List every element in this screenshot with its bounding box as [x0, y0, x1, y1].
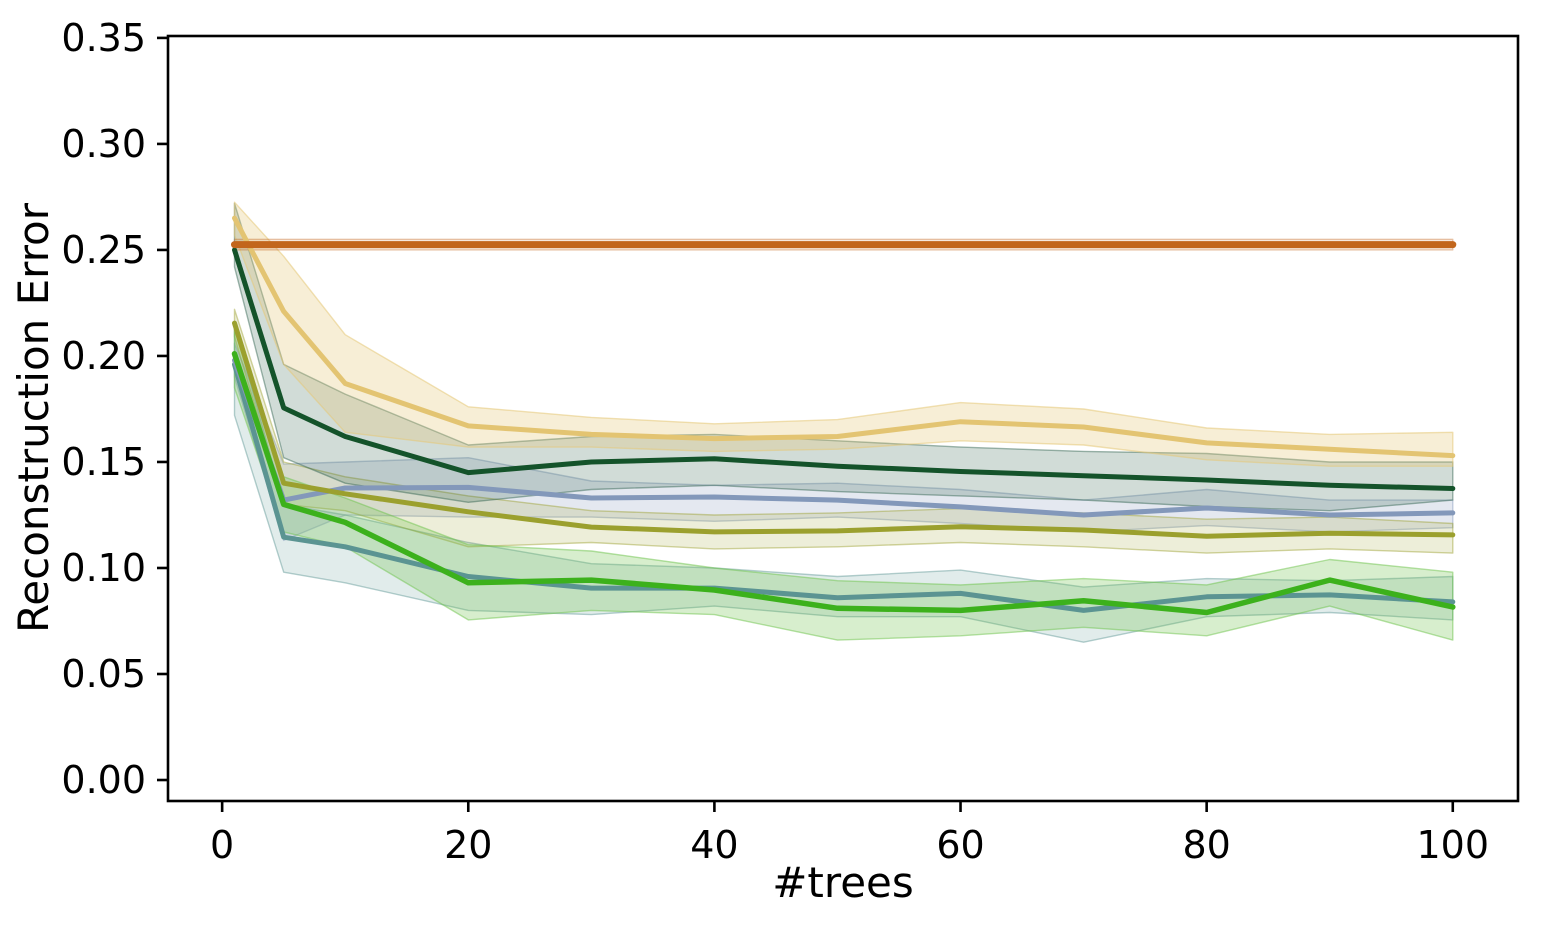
band-bright-green-curve	[233, 323, 1454, 641]
band-olive-curve	[233, 308, 1454, 554]
x-tick-label: 40	[690, 823, 738, 867]
y-tick-label: 0.25	[61, 228, 146, 272]
y-axis-title: Reconstruction Error	[9, 202, 58, 633]
y-tick-label: 0.30	[61, 122, 146, 166]
y-tick-label: 0.10	[61, 546, 146, 590]
line-dark-green-curve	[232, 247, 1456, 491]
line-teal-curve	[232, 361, 1456, 613]
y-tick-label: 0.20	[61, 334, 146, 378]
series-lines	[231, 215, 1457, 616]
x-tick-label: 80	[1182, 823, 1230, 867]
line-bright-green-curve	[231, 351, 1456, 616]
x-axis-title: #trees	[772, 858, 914, 907]
y-tick-label: 0.35	[61, 16, 146, 60]
y-tick-label: 0.05	[61, 652, 146, 696]
y-tick-label: 0.00	[61, 758, 146, 802]
y-tick-label: 0.15	[61, 440, 146, 484]
band-gold-curve	[233, 201, 1454, 467]
line-olive-curve	[232, 320, 1456, 539]
x-tick-label: 100	[1417, 823, 1490, 867]
plot-spines	[166, 34, 1520, 803]
confidence-bands	[233, 201, 1454, 643]
tick-labels: 0 20 40 60 80 100 0.00 0.05 0.10 0.15 0.20 0.25 0.30…	[61, 16, 1489, 867]
axes	[157, 34, 1520, 812]
x-tick-label: 0	[210, 823, 234, 867]
x-tick-label: 20	[444, 823, 492, 867]
line-gold-curve	[232, 215, 1456, 459]
x-tick-label: 60	[936, 823, 984, 867]
